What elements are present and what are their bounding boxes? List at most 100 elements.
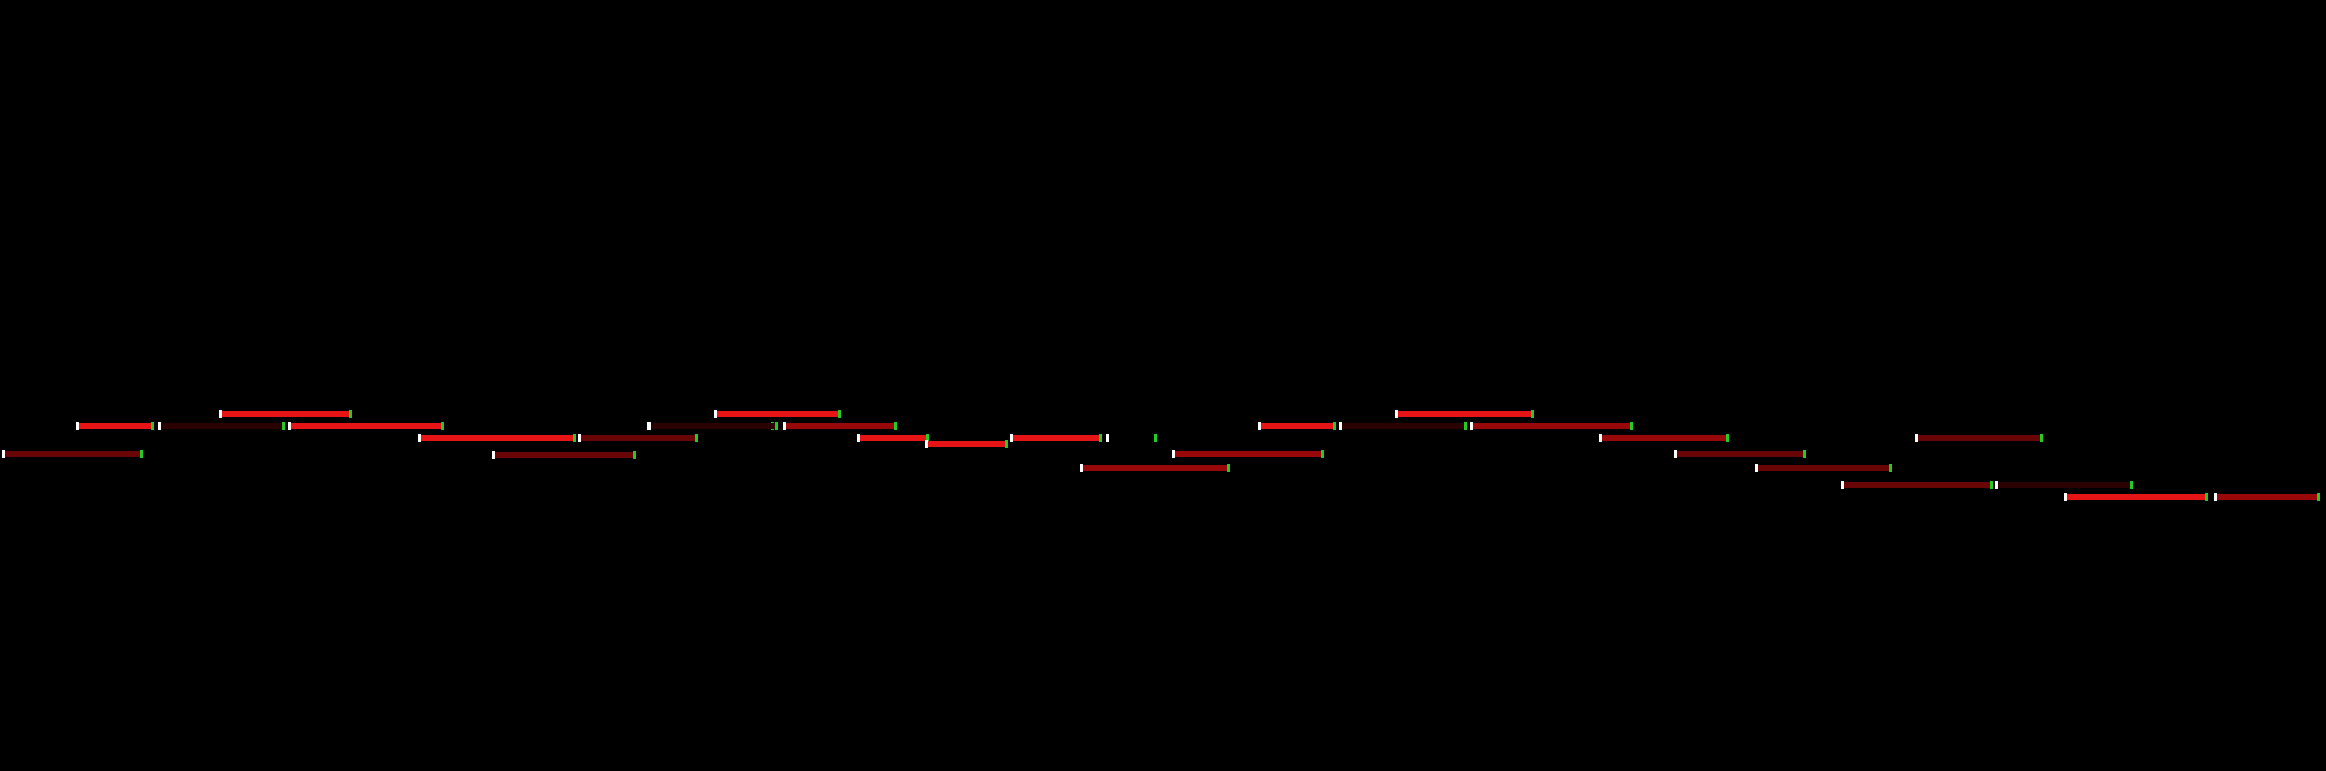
note-bar[interactable] <box>418 434 576 442</box>
note-fill <box>1997 482 2131 488</box>
note-bar[interactable] <box>1339 422 1467 430</box>
note-end-marker[interactable] <box>2205 493 2208 501</box>
note-end-marker[interactable] <box>1464 422 1467 430</box>
note-end-marker[interactable] <box>1005 440 1008 448</box>
note-bar[interactable] <box>1841 481 1993 489</box>
note-start-marker[interactable] <box>1395 410 1398 418</box>
note-fill <box>580 435 696 441</box>
note-start-marker[interactable] <box>1841 481 1844 489</box>
note-end-marker[interactable] <box>633 451 636 459</box>
note-fill <box>1843 482 1991 488</box>
note-start-marker[interactable] <box>1995 481 1998 489</box>
note-end-marker[interactable] <box>140 450 143 458</box>
note-bar[interactable] <box>648 422 778 430</box>
note-start-marker[interactable] <box>1599 434 1602 442</box>
note-end-marker[interactable] <box>926 434 929 442</box>
note-start-marker[interactable] <box>578 434 581 442</box>
note-bar[interactable] <box>2 450 143 458</box>
note-bar[interactable] <box>1080 464 1230 472</box>
note-bar[interactable] <box>158 422 285 430</box>
note-start-marker[interactable] <box>1674 450 1677 458</box>
note-start-marker[interactable] <box>1755 464 1758 472</box>
note-end-marker[interactable] <box>1531 410 1534 418</box>
note-start-marker[interactable] <box>2064 493 2067 501</box>
note-end-marker[interactable] <box>2130 481 2133 489</box>
note-fill <box>1174 451 1322 457</box>
note-start-marker[interactable] <box>418 434 421 442</box>
note-start-marker[interactable] <box>2 450 5 458</box>
note-bar[interactable] <box>1599 434 1729 442</box>
note-start-marker[interactable] <box>158 422 161 430</box>
note-bar[interactable] <box>2214 493 2320 501</box>
note-end-marker[interactable] <box>1227 464 1230 472</box>
note-bar[interactable] <box>1258 422 1336 430</box>
note-bar[interactable] <box>783 422 897 430</box>
note-bar[interactable] <box>1010 434 1102 442</box>
note-end-marker[interactable] <box>1321 450 1324 458</box>
note-end-marker[interactable] <box>1803 450 1806 458</box>
note-bar[interactable] <box>288 422 444 430</box>
note-bar[interactable] <box>1674 450 1806 458</box>
note-end-marker[interactable] <box>1630 422 1633 430</box>
note-start-marker[interactable] <box>1470 422 1473 430</box>
note-end-marker[interactable] <box>441 422 444 430</box>
note-fill <box>4 451 141 457</box>
note-start-marker[interactable] <box>76 422 79 430</box>
note-start-marker[interactable] <box>1258 422 1261 430</box>
note-end-marker[interactable] <box>1726 434 1729 442</box>
note-end-marker[interactable] <box>2317 493 2320 501</box>
note-fill <box>1397 411 1532 417</box>
note-bar[interactable] <box>1995 481 2133 489</box>
note-start-marker[interactable] <box>492 451 495 459</box>
note-bar[interactable] <box>714 410 841 418</box>
note-start-marker[interactable] <box>288 422 291 430</box>
note-end-marker[interactable] <box>838 410 841 418</box>
note-start-marker[interactable] <box>1172 450 1175 458</box>
note-end-marker[interactable] <box>695 434 698 442</box>
note-bar[interactable] <box>1395 410 1534 418</box>
note-end-marker[interactable] <box>1333 422 1336 430</box>
note-fill <box>1601 435 1727 441</box>
note-fill <box>1676 451 1804 457</box>
note-end-marker[interactable] <box>775 422 778 430</box>
note-fill <box>160 423 283 429</box>
note-end-marker[interactable] <box>1099 434 1102 442</box>
note-start-marker[interactable] <box>1915 434 1918 442</box>
note-end-marker[interactable] <box>151 422 154 430</box>
note-start-marker[interactable] <box>714 410 717 418</box>
note-bar[interactable] <box>578 434 698 442</box>
note-bar[interactable] <box>219 410 352 418</box>
note-start-marker[interactable] <box>925 440 928 448</box>
note-bar[interactable] <box>1172 450 1324 458</box>
note-bar[interactable] <box>492 451 636 459</box>
note-start-marker[interactable] <box>783 422 786 430</box>
note-start-marker[interactable] <box>857 434 860 442</box>
note-fill <box>1341 423 1465 429</box>
note-start-marker[interactable] <box>2214 493 2217 501</box>
note-bar[interactable] <box>1915 434 2043 442</box>
note-fill <box>1012 435 1100 441</box>
note-end-marker[interactable] <box>282 422 285 430</box>
note-start-marker[interactable] <box>1339 422 1342 430</box>
note-bar[interactable] <box>1755 464 1892 472</box>
note-end-marker[interactable] <box>573 434 576 442</box>
note-bar[interactable] <box>925 440 1008 448</box>
loose-end-marker[interactable] <box>1154 434 1157 442</box>
note-bar[interactable] <box>1470 422 1633 430</box>
note-fill <box>859 435 927 441</box>
note-fill <box>420 435 574 441</box>
note-bar[interactable] <box>76 422 154 430</box>
loose-start-marker[interactable] <box>1106 434 1109 442</box>
note-bar[interactable] <box>2064 493 2208 501</box>
note-end-marker[interactable] <box>894 422 897 430</box>
note-bar[interactable] <box>857 434 929 442</box>
note-end-marker[interactable] <box>1889 464 1892 472</box>
note-start-marker[interactable] <box>219 410 222 418</box>
note-start-marker[interactable] <box>1010 434 1013 442</box>
note-end-marker[interactable] <box>1990 481 1993 489</box>
note-start-marker[interactable] <box>1080 464 1083 472</box>
note-end-marker[interactable] <box>2040 434 2043 442</box>
note-end-marker[interactable] <box>349 410 352 418</box>
note-start-marker[interactable] <box>648 422 651 430</box>
